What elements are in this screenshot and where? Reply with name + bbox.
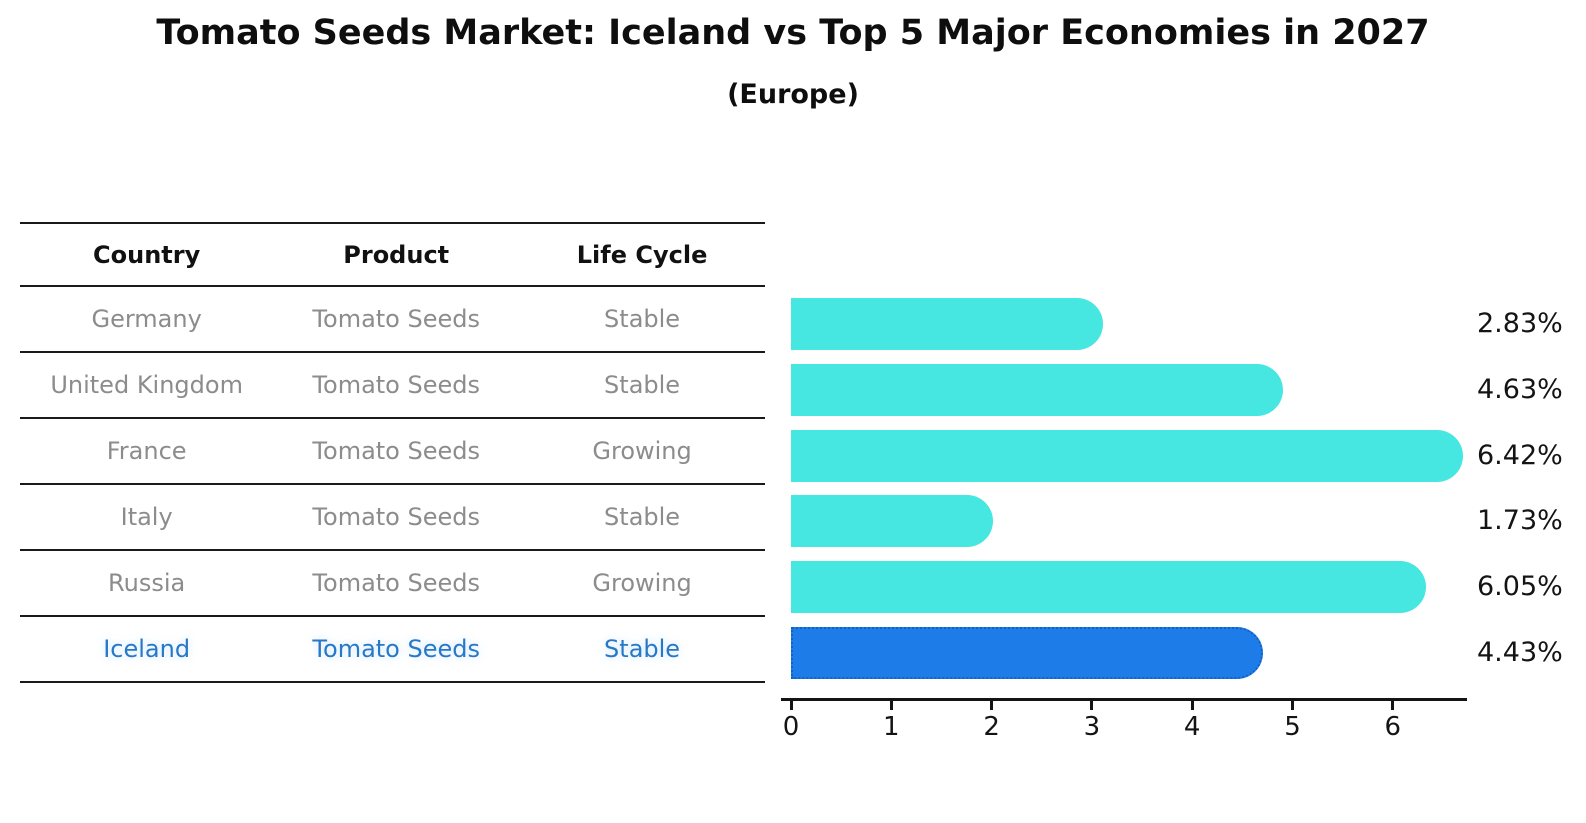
x-axis-tick-label: 6 bbox=[1384, 712, 1402, 742]
table-cell-life-cycle: Stable bbox=[604, 305, 681, 333]
table-row: Germany Tomato Seeds Stable bbox=[20, 287, 765, 353]
table-header-country: Country bbox=[93, 240, 201, 269]
bar-united-kingdom bbox=[791, 363, 1284, 416]
table-cell-life-cycle: Growing bbox=[592, 437, 692, 465]
table-header-product: Product bbox=[343, 240, 450, 269]
table-cell-product: Tomato Seeds bbox=[312, 569, 480, 597]
table-header-life-cycle: Life Cycle bbox=[576, 240, 708, 269]
bar-value-label-iceland: 4.43% bbox=[1477, 637, 1563, 668]
table-row: France Tomato Seeds Growing bbox=[20, 419, 765, 485]
bar-russia bbox=[791, 561, 1426, 614]
x-axis-tick-label: 5 bbox=[1284, 712, 1301, 742]
chart-title: Tomato Seeds Market: Iceland vs Top 5 Ma… bbox=[156, 13, 1430, 53]
table-cell-country: United Kingdom bbox=[50, 371, 243, 399]
chart-subtitle: (Europe) bbox=[727, 79, 859, 110]
x-axis-tick bbox=[789, 701, 793, 710]
table-cell-product: Tomato Seeds bbox=[312, 437, 480, 465]
bar-italy bbox=[791, 495, 993, 548]
table-cell-country: Germany bbox=[91, 305, 202, 333]
table-cell-country: France bbox=[106, 437, 187, 465]
table-row: United Kingdom Tomato Seeds Stable bbox=[20, 353, 765, 419]
country-table: Country Product Life Cycle Germany Tomato… bbox=[20, 222, 765, 683]
x-axis-tick bbox=[1391, 701, 1395, 710]
bar-value-label-russia: 6.05% bbox=[1477, 571, 1563, 603]
table-body: Germany Tomato Seeds Stable United Kingdom T… bbox=[20, 287, 765, 683]
table-cell-product: Tomato Seeds bbox=[312, 503, 480, 531]
x-axis-tick-label: 4 bbox=[1183, 712, 1201, 742]
table-cell-country: Iceland bbox=[103, 635, 191, 663]
x-axis-tick-label: 2 bbox=[983, 712, 1000, 742]
bar-value-label-united-kingdom: 4.63% bbox=[1477, 373, 1563, 405]
bar-highlight-iceland bbox=[791, 627, 1264, 679]
table-cell-product: Tomato Seeds bbox=[312, 371, 480, 399]
x-axis-tick-label: 1 bbox=[883, 712, 900, 742]
bar-value-label-france: 6.42% bbox=[1477, 439, 1563, 471]
table-cell-life-cycle: Stable bbox=[604, 635, 681, 663]
table-row: Iceland Tomato Seeds Stable bbox=[20, 617, 765, 683]
bar-france bbox=[791, 429, 1463, 482]
bar-germany bbox=[791, 298, 1103, 350]
x-axis-tick bbox=[990, 701, 994, 710]
x-axis-tick bbox=[889, 701, 893, 710]
x-axis-tick bbox=[1190, 701, 1194, 710]
table-row: Italy Tomato Seeds Stable bbox=[20, 485, 765, 551]
table-cell-country: Italy bbox=[120, 503, 173, 531]
x-axis-tick-label: 0 bbox=[782, 712, 800, 742]
x-axis-tick bbox=[1291, 701, 1294, 710]
table-cell-country: Russia bbox=[108, 569, 186, 597]
table-cell-product: Tomato Seeds bbox=[312, 305, 480, 333]
x-axis-tick-label: 3 bbox=[1083, 712, 1101, 742]
x-axis-tick bbox=[1090, 701, 1094, 710]
table-cell-life-cycle: Stable bbox=[604, 371, 681, 399]
table-header-row: Country Product Life Cycle bbox=[20, 224, 765, 287]
x-axis-line bbox=[781, 698, 1467, 701]
bar-value-label-germany: 2.83% bbox=[1477, 308, 1563, 339]
table-row: Russia Tomato Seeds Growing bbox=[20, 551, 765, 617]
table-cell-life-cycle: Stable bbox=[604, 503, 681, 531]
bar-value-label-italy: 1.73% bbox=[1477, 505, 1563, 537]
table-cell-product: Tomato Seeds bbox=[312, 635, 480, 663]
table-cell-life-cycle: Growing bbox=[592, 569, 692, 597]
